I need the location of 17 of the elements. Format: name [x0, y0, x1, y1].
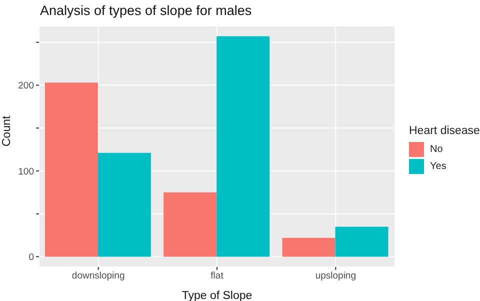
x-tick-label: upsloping	[315, 270, 356, 282]
x-tick-label: flat	[210, 270, 224, 282]
bar	[164, 192, 217, 257]
x-tick-label: downsloping	[72, 270, 125, 282]
y-tick-label: 0	[28, 252, 34, 264]
legend-title: Heart disease	[409, 125, 480, 137]
y-tick-label: 100	[18, 166, 34, 178]
bar	[98, 152, 151, 257]
bar	[44, 82, 98, 257]
chart-title: Analysis of types of slope for males	[40, 3, 252, 18]
y-tick-label: 200	[18, 80, 34, 92]
bar	[335, 226, 388, 257]
legend-label: No	[430, 144, 443, 155]
bar	[282, 238, 336, 257]
legend-label: Yes	[430, 161, 446, 172]
y-axis-title: Count	[1, 115, 14, 146]
bar	[216, 36, 270, 257]
